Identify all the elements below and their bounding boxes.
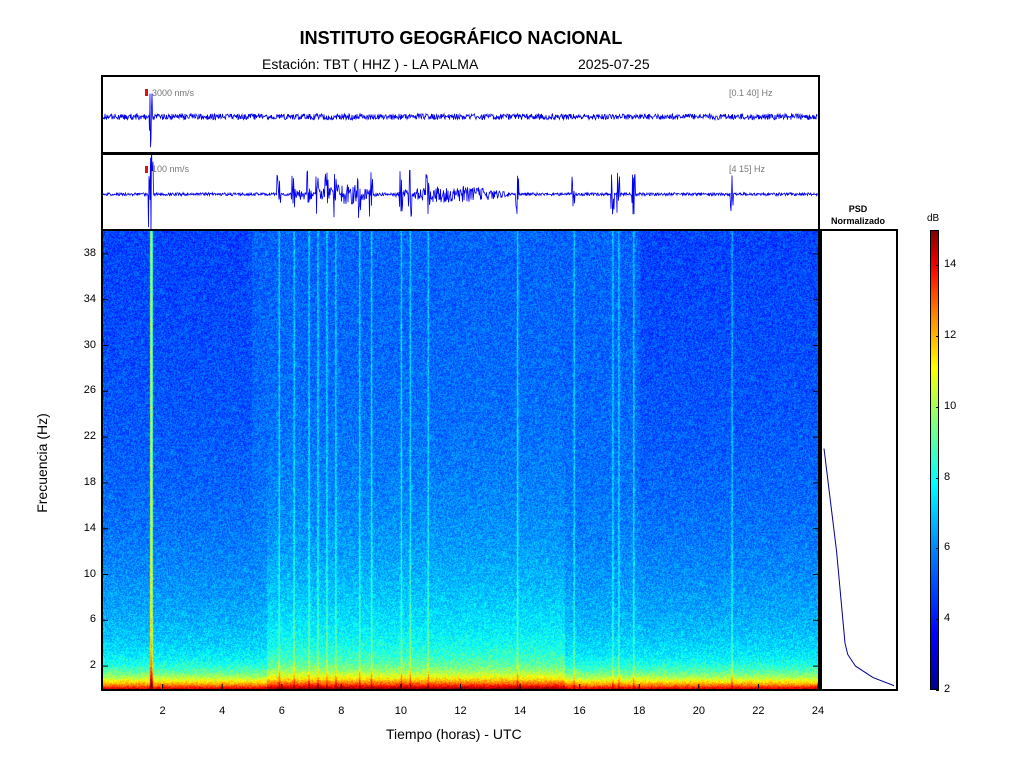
waveform-line-broadband bbox=[103, 93, 818, 148]
colorbar-unit: dB bbox=[927, 213, 940, 224]
colorbar-tick-label: 2 bbox=[944, 683, 951, 695]
y-tick-label: 22 bbox=[83, 430, 96, 443]
broadband-trace-panel bbox=[101, 75, 820, 154]
event-marker-2 bbox=[145, 166, 148, 173]
psd-panel bbox=[820, 229, 898, 691]
x-tick-label: 4 bbox=[219, 705, 226, 717]
colorbar-tick-label: 14 bbox=[944, 258, 957, 271]
y-tick-label: 6 bbox=[89, 613, 96, 626]
x-axis-label: Tiempo (horas) - UTC bbox=[386, 726, 522, 742]
y-tick-label: 30 bbox=[83, 338, 96, 351]
psd-curve bbox=[823, 448, 895, 687]
waveform-line-filtered bbox=[103, 155, 818, 229]
psd-title-line2: Normalizado bbox=[830, 216, 885, 226]
x-tick-label: 24 bbox=[811, 705, 825, 717]
colorbar-tick-mark bbox=[936, 477, 939, 479]
psd-title: PSD Normalizado bbox=[810, 203, 906, 227]
psd-title-line1: PSD bbox=[848, 204, 868, 214]
x-tick-label: 20 bbox=[692, 705, 705, 717]
y-tick-label: 10 bbox=[83, 567, 96, 580]
station-label: Estación: TBT ( HHZ ) - LA PALMA bbox=[262, 56, 479, 72]
x-tick-label: 16 bbox=[573, 705, 586, 717]
spectrogram-ticks bbox=[103, 253, 819, 689]
x-tick-label: 10 bbox=[394, 705, 408, 717]
trace1-amplitude-label: 3000 nm/s bbox=[152, 88, 195, 98]
x-tick-label: 22 bbox=[752, 705, 765, 717]
y-axis-label: Frecuencia (Hz) bbox=[34, 413, 50, 513]
colorbar-tick-mark bbox=[936, 336, 939, 338]
colorbar-tick-mark bbox=[936, 690, 939, 691]
trace2-band-label: [4 15] Hz bbox=[729, 164, 766, 174]
filtered-waveform bbox=[103, 155, 818, 229]
y-tick-label: 2 bbox=[89, 659, 96, 672]
date-label: 2025-07-25 bbox=[578, 56, 650, 72]
y-tick-label: 26 bbox=[83, 384, 96, 397]
x-tick-label: 12 bbox=[454, 705, 467, 717]
filtered-trace-panel bbox=[101, 153, 820, 231]
spectrogram-canvas bbox=[103, 231, 818, 689]
colorbar bbox=[930, 230, 939, 690]
trace1-band-label: [0.1 40] Hz bbox=[729, 88, 773, 98]
trace2-amplitude-label: 100 nm/s bbox=[152, 164, 190, 174]
x-tick-label: 8 bbox=[338, 705, 345, 717]
event-marker-1 bbox=[145, 89, 148, 96]
colorbar-tick-mark bbox=[936, 548, 939, 550]
x-tick-label: 6 bbox=[278, 705, 285, 717]
colorbar-tick-mark bbox=[936, 265, 939, 267]
x-tick-label: 14 bbox=[513, 705, 527, 717]
colorbar-tick-mark bbox=[936, 406, 939, 408]
y-tick-label: 14 bbox=[83, 521, 96, 534]
colorbar-tick-label: 4 bbox=[944, 612, 951, 625]
y-tick-label: 34 bbox=[83, 292, 96, 305]
broadband-waveform bbox=[103, 93, 818, 148]
colorbar-tick-mark bbox=[936, 619, 939, 621]
y-tick-label: 18 bbox=[83, 475, 96, 488]
spectrogram bbox=[101, 229, 820, 691]
psd-curve-plot bbox=[823, 448, 895, 687]
colorbar-tick-label: 12 bbox=[944, 329, 957, 342]
colorbar-tick-label: 10 bbox=[944, 399, 957, 412]
colorbar-tick-label: 8 bbox=[944, 470, 951, 483]
x-tick-label: 2 bbox=[159, 705, 166, 717]
page-title: INSTITUTO GEOGRÁFICO NACIONAL bbox=[299, 28, 623, 48]
y-tick-label: 38 bbox=[83, 246, 96, 259]
x-tick-label: 18 bbox=[633, 705, 646, 717]
colorbar-tick-label: 6 bbox=[944, 541, 951, 554]
